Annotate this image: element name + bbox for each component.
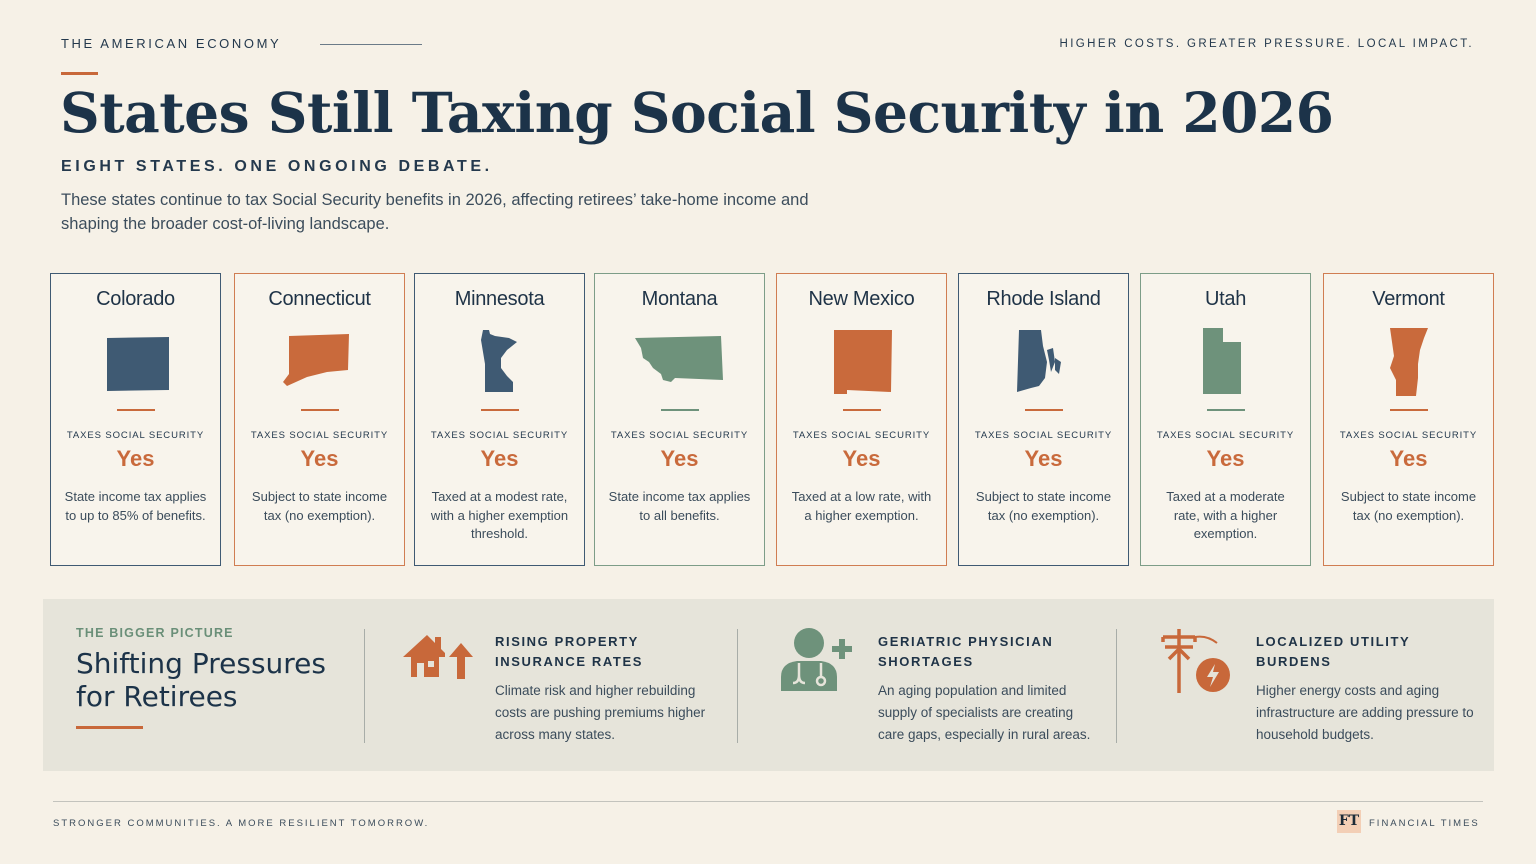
- card-label: TAXES SOCIAL SECURITY: [974, 430, 1113, 441]
- ft-logo: FT: [1337, 810, 1361, 833]
- section-kicker: THE AMERICAN ECONOMY: [61, 36, 282, 51]
- doctor-plus-icon: [777, 627, 857, 697]
- feature-title: RISING PROPERTY INSURANCE RATES: [495, 634, 643, 669]
- new-mexico-shape-icon: [817, 328, 907, 398]
- state-name: Utah: [1204, 288, 1247, 310]
- feature-description: An aging population and limited supply o…: [878, 683, 1091, 742]
- card-description: Taxed at a moderate rate, with a higher …: [1166, 489, 1285, 541]
- footer-tagline: STRONGER COMMUNITIES. A MORE RESILIENT T…: [53, 818, 430, 829]
- state-card-new-mexico: New Mexico TAXES SOCIAL SECURITY Yes Tax…: [776, 273, 947, 566]
- state-cards: Colorado TAXES SOCIAL SECURITY Yes State…: [50, 273, 1494, 566]
- utility-pole-icon: [1155, 627, 1235, 697]
- panel-divider: [364, 629, 365, 743]
- vermont-shape-icon: [1364, 328, 1454, 398]
- state-name: New Mexico: [808, 288, 915, 310]
- state-name: Rhode Island: [986, 288, 1101, 310]
- state-card-utah: Utah TAXES SOCIAL SECURITY Yes Taxed at …: [1140, 273, 1311, 566]
- footer-rule: [53, 801, 1483, 802]
- montana-shape-icon: [634, 328, 725, 398]
- connecticut-shape-icon: [275, 328, 365, 398]
- feature-title: LOCALIZED UTILITY BURDENS: [1256, 634, 1411, 669]
- card-divider: [116, 409, 155, 411]
- card-description: Taxed at a low rate, with a higher exemp…: [791, 489, 932, 523]
- tax-status-value: Yes: [1206, 446, 1245, 471]
- state-name: Colorado: [96, 288, 175, 310]
- panel-divider: [1116, 629, 1117, 743]
- utah-shape-icon: [1181, 328, 1271, 398]
- state-card-rhode-island: Rhode Island TAXES SOCIAL SECURITY Yes S…: [958, 273, 1129, 566]
- colorado-shape-icon: [91, 328, 181, 398]
- card-label: TAXES SOCIAL SECURITY: [610, 430, 749, 441]
- card-divider: [480, 409, 519, 411]
- panel-accent-dash: [76, 726, 143, 729]
- card-description: Subject to state income tax (no exemptio…: [1340, 489, 1477, 523]
- card-divider: [1206, 409, 1245, 411]
- state-name: Connecticut: [268, 288, 371, 310]
- bigger-picture-panel: THE BIGGER PICTURE Shifting Pressures fo…: [43, 599, 1494, 771]
- tax-status-value: Yes: [1024, 446, 1063, 471]
- card-description: Subject to state income tax (no exemptio…: [251, 489, 388, 523]
- card-description: Subject to state income tax (no exemptio…: [975, 489, 1112, 523]
- tax-status-value: Yes: [116, 446, 155, 471]
- card-label: TAXES SOCIAL SECURITY: [1339, 430, 1478, 441]
- state-card-colorado: Colorado TAXES SOCIAL SECURITY Yes State…: [50, 273, 221, 566]
- card-description: State income tax applies to up to 85% of…: [64, 489, 207, 523]
- tax-status-value: Yes: [480, 446, 519, 471]
- page-subtitle: EIGHT STATES. ONE ONGOING DEBATE.: [61, 158, 493, 175]
- card-divider: [660, 409, 699, 411]
- panel-divider: [737, 629, 738, 743]
- tax-status-value: Yes: [1389, 446, 1428, 471]
- card-label: TAXES SOCIAL SECURITY: [792, 430, 931, 441]
- card-description: State income tax applies to all benefits…: [608, 489, 751, 523]
- minnesota-shape-icon: [455, 328, 545, 398]
- header-tagline: HIGHER COSTS. GREATER PRESSURE. LOCAL IM…: [1059, 38, 1474, 50]
- state-card-connecticut: Connecticut TAXES SOCIAL SECURITY Yes Su…: [234, 273, 405, 566]
- card-divider: [842, 409, 881, 411]
- state-card-vermont: Vermont TAXES SOCIAL SECURITY Yes Subjec…: [1323, 273, 1494, 566]
- state-name: Montana: [641, 288, 718, 310]
- card-label: TAXES SOCIAL SECURITY: [66, 430, 205, 441]
- state-name: Vermont: [1372, 288, 1445, 310]
- kicker-rule: [320, 44, 422, 45]
- rhode-island-shape-icon: [999, 328, 1089, 398]
- title-accent-dash: [61, 72, 98, 75]
- card-label: TAXES SOCIAL SECURITY: [250, 430, 389, 441]
- footer-publisher: FINANCIAL TIMES: [1369, 818, 1480, 829]
- tax-status-value: Yes: [842, 446, 881, 471]
- panel-title: Shifting Pressures for Retirees: [76, 647, 326, 713]
- card-divider: [1389, 409, 1428, 411]
- state-card-minnesota: Minnesota TAXES SOCIAL SECURITY Yes Taxe…: [414, 273, 585, 566]
- card-description: Taxed at a modest rate, with a higher ex…: [430, 489, 569, 541]
- feature-description: Climate risk and higher rebuilding costs…: [495, 683, 706, 742]
- panel-kicker: THE BIGGER PICTURE: [76, 626, 234, 640]
- intro-text: These states continue to tax Social Secu…: [61, 191, 809, 233]
- page-title: States Still Taxing Social Security in 2…: [60, 80, 1334, 145]
- card-divider: [300, 409, 339, 411]
- tax-status-value: Yes: [660, 446, 699, 471]
- feature-description: Higher energy costs and aging infrastruc…: [1256, 683, 1474, 742]
- state-card-montana: Montana TAXES SOCIAL SECURITY Yes State …: [594, 273, 765, 566]
- card-divider: [1024, 409, 1063, 411]
- state-name: Minnesota: [454, 288, 545, 310]
- card-label: TAXES SOCIAL SECURITY: [430, 430, 569, 441]
- card-label: TAXES SOCIAL SECURITY: [1156, 430, 1295, 441]
- feature-title: GERIATRIC PHYSICIAN SHORTAGES: [878, 634, 1054, 669]
- house-arrow-icon: [399, 627, 479, 697]
- tax-status-value: Yes: [300, 446, 339, 471]
